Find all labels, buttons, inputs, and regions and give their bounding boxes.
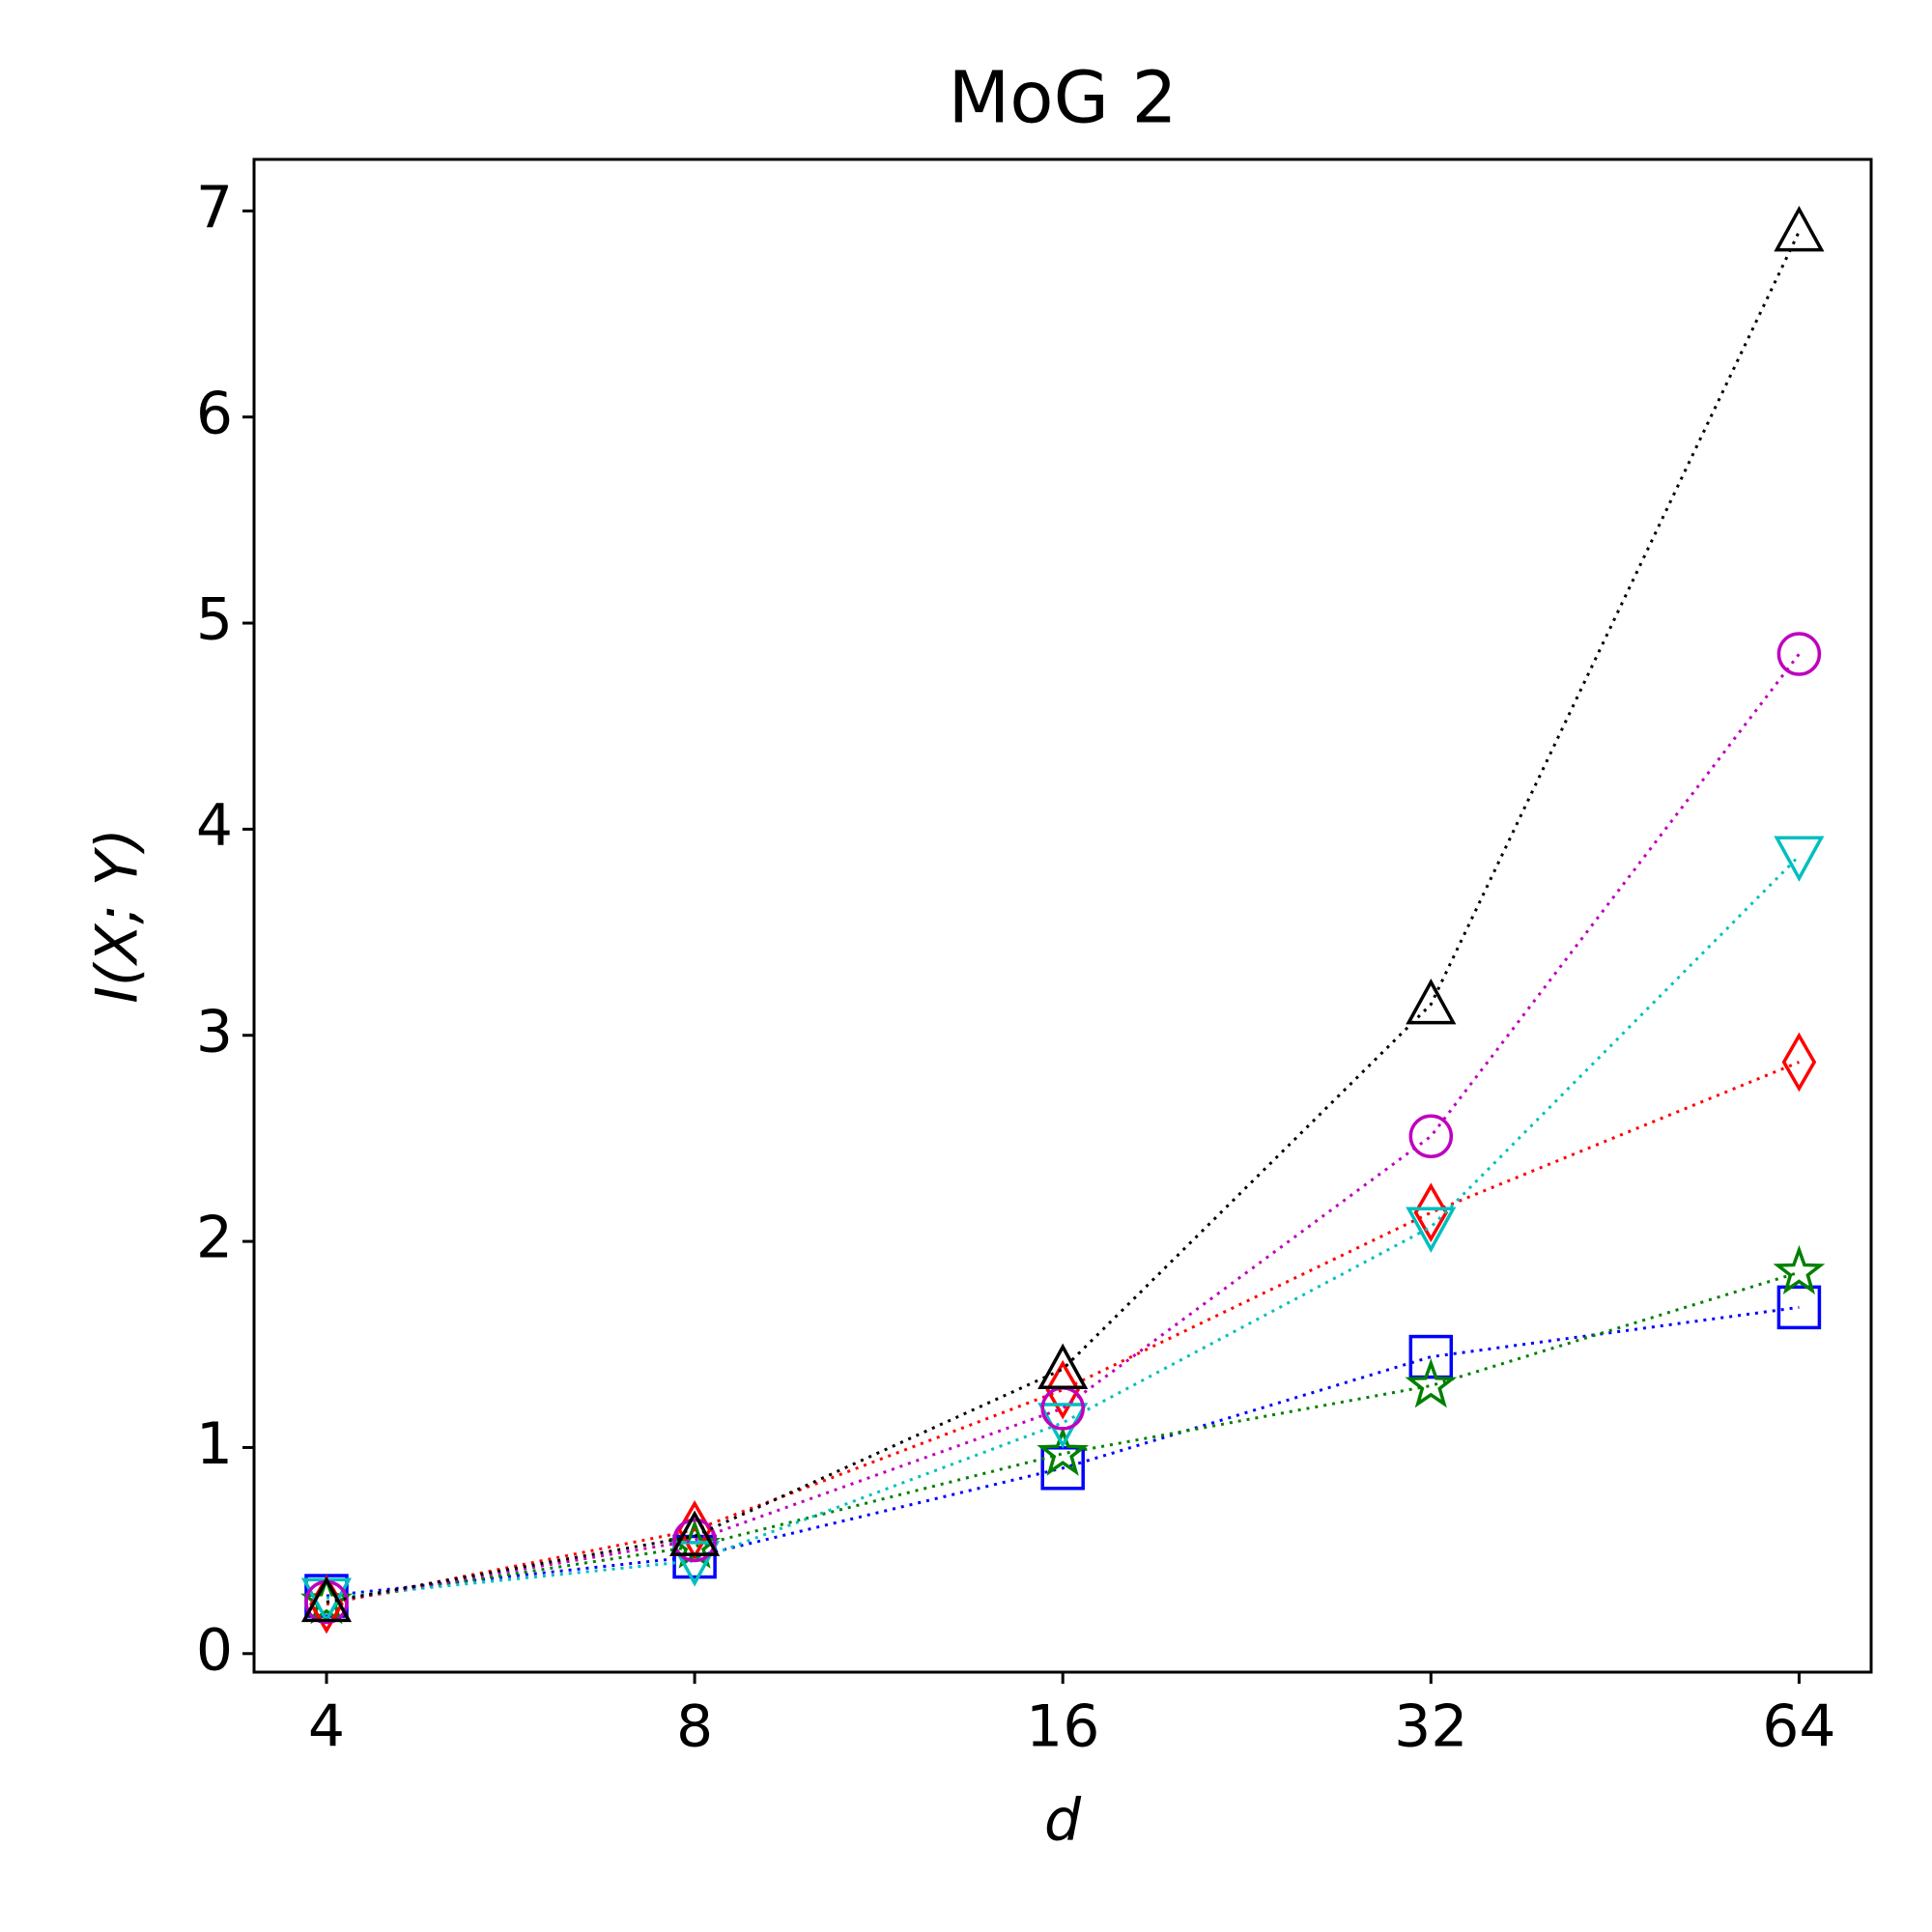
y-tick-label: 0 xyxy=(196,1616,233,1684)
marker xyxy=(1776,632,1822,676)
y-tick-label: 6 xyxy=(196,380,233,447)
x-tick-label: 16 xyxy=(1026,1693,1099,1761)
y-tick-label: 4 xyxy=(196,792,233,860)
marker xyxy=(1774,836,1825,882)
marker xyxy=(1037,1403,1089,1449)
marker xyxy=(1037,1426,1090,1476)
series-line xyxy=(326,1061,1800,1606)
marker xyxy=(300,1576,353,1623)
series-line xyxy=(326,1305,1800,1598)
marker xyxy=(1774,205,1825,252)
series-line xyxy=(326,231,1801,1604)
y-tick-label: 5 xyxy=(196,586,233,654)
y-tick-label: 2 xyxy=(196,1205,233,1272)
marker xyxy=(1776,1285,1822,1330)
series-line xyxy=(326,653,1801,1604)
marker xyxy=(672,1518,717,1563)
y-tick-label: 3 xyxy=(196,998,233,1065)
marker xyxy=(1037,1343,1089,1390)
y-tick-label: 7 xyxy=(196,174,233,242)
x-tick-label: 32 xyxy=(1394,1693,1467,1761)
marker xyxy=(669,1510,721,1556)
marker xyxy=(669,1541,721,1587)
y-tick-label: 1 xyxy=(196,1410,233,1478)
chart-title: MoG 2 xyxy=(948,57,1177,140)
series-line xyxy=(326,855,1801,1600)
marker xyxy=(1773,1244,1826,1294)
x-tick-label: 8 xyxy=(676,1693,713,1761)
x-axis-label: d xyxy=(1044,1787,1082,1855)
marker xyxy=(1045,1359,1080,1420)
marker xyxy=(1405,1358,1458,1408)
marker xyxy=(1408,1114,1454,1159)
marker xyxy=(1406,1207,1457,1253)
marker xyxy=(300,1575,353,1625)
marker xyxy=(1413,1182,1449,1243)
marker xyxy=(1781,1032,1817,1093)
marker xyxy=(1040,1386,1085,1431)
x-tick-label: 4 xyxy=(308,1693,345,1761)
marker xyxy=(1406,979,1457,1025)
marker xyxy=(1408,1334,1454,1379)
series-line xyxy=(326,1270,1800,1604)
x-tick-label: 64 xyxy=(1762,1693,1835,1761)
y-axis-label: I(X; Y) xyxy=(84,828,152,1004)
